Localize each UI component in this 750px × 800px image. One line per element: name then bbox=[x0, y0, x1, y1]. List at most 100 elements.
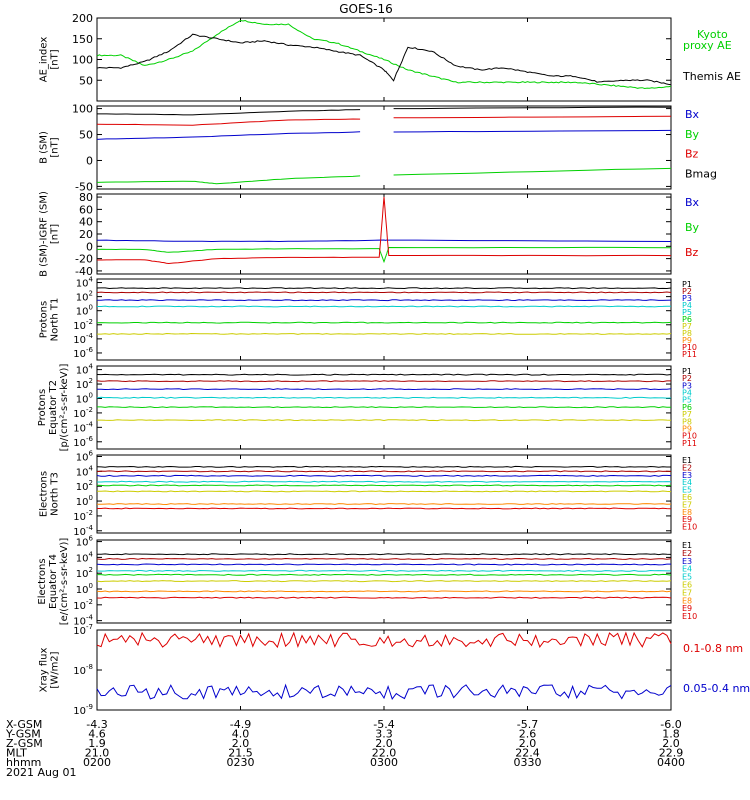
legend-label: E2 bbox=[682, 549, 692, 558]
axis-row-value: 21.5 bbox=[228, 747, 253, 760]
legend-label: P11 bbox=[682, 350, 697, 359]
y-tick-label: 102 bbox=[76, 290, 93, 304]
series-line bbox=[97, 573, 672, 576]
y-tick-label: 10-9 bbox=[73, 703, 93, 717]
legend-label: By bbox=[685, 128, 700, 141]
axis-row-label: X-GSM bbox=[6, 718, 42, 731]
series-line bbox=[96, 239, 672, 243]
y-tick-label: 102 bbox=[76, 566, 93, 580]
legend-label: P1 bbox=[682, 367, 692, 376]
series-line bbox=[97, 406, 671, 409]
legend-label: E10 bbox=[682, 523, 697, 532]
y-tick-label: 106 bbox=[76, 535, 94, 549]
legend-label: P8 bbox=[682, 329, 692, 338]
legend-label: E6 bbox=[682, 581, 692, 590]
legend-label: Bx bbox=[685, 196, 700, 209]
y-axis-label: Electrons bbox=[39, 471, 50, 517]
axis-row-value: 0200 bbox=[83, 756, 111, 769]
y-tick-label: 50 bbox=[79, 129, 93, 142]
series-line bbox=[96, 490, 672, 493]
series-line bbox=[97, 553, 672, 556]
y-axis-label: B (SM) bbox=[39, 131, 50, 164]
axis-row-value: -5.7 bbox=[517, 718, 538, 731]
series-line bbox=[97, 507, 672, 510]
axis-row-value: 1.9 bbox=[88, 737, 106, 750]
legend-label: Bz bbox=[685, 246, 699, 259]
legend-label: E8 bbox=[682, 596, 692, 605]
y-tick-label: -40 bbox=[75, 265, 93, 278]
y-tick-label: -50 bbox=[75, 180, 93, 193]
series-line bbox=[96, 19, 672, 90]
series-line bbox=[96, 287, 672, 290]
y-axis-label: Electrons bbox=[37, 558, 48, 604]
legend-label: P10 bbox=[682, 432, 697, 441]
legend-label: E4 bbox=[682, 565, 692, 574]
series-line bbox=[97, 480, 672, 483]
series-line bbox=[97, 305, 672, 308]
legend-label: By bbox=[685, 221, 700, 234]
legend-label: E7 bbox=[682, 500, 692, 509]
y-tick-label: 104 bbox=[76, 550, 94, 564]
axis-row-value: 3.3 bbox=[375, 728, 393, 741]
axis-row-value: 22.9 bbox=[659, 747, 684, 760]
y-tick-label: 150 bbox=[72, 33, 93, 46]
axis-row-value: -4.9 bbox=[230, 718, 251, 731]
legend-label: E2 bbox=[682, 463, 692, 472]
legend-label: E6 bbox=[682, 493, 692, 502]
legend-label: P7 bbox=[682, 322, 692, 331]
axis-row-value: 2.0 bbox=[662, 737, 680, 750]
y-axis-label: Protons bbox=[39, 301, 50, 338]
series-line bbox=[97, 503, 672, 506]
legend-label: E9 bbox=[682, 604, 692, 613]
series-line bbox=[97, 106, 672, 116]
series-line bbox=[97, 196, 672, 265]
legend-label: E1 bbox=[682, 541, 692, 550]
series-line bbox=[97, 332, 672, 335]
legend-label: P4 bbox=[682, 301, 692, 310]
panel-frame bbox=[96, 278, 672, 361]
axis-row-value: 4.6 bbox=[88, 728, 106, 741]
chart-title: GOES-16 bbox=[339, 2, 393, 16]
axis-row-label: hhmm bbox=[6, 756, 41, 769]
date-label: 2021 Aug 01 bbox=[6, 766, 76, 779]
axis-row-label: Y-GSM bbox=[5, 728, 41, 741]
legend-label: Kyoto bbox=[697, 28, 728, 41]
y-axis-label: Equator T4 bbox=[48, 554, 59, 609]
legend-label: 0.1-0.8 nm bbox=[683, 642, 743, 655]
series-line bbox=[96, 569, 671, 572]
legend-label: P3 bbox=[682, 381, 692, 390]
y-tick-label: 102 bbox=[76, 479, 93, 493]
y-tick-label: 100 bbox=[76, 391, 93, 405]
series-line bbox=[96, 33, 672, 86]
legend-label: P5 bbox=[682, 396, 692, 405]
legend-label: E10 bbox=[682, 612, 697, 621]
y-tick-label: 10-2 bbox=[73, 318, 93, 332]
series-line bbox=[96, 683, 672, 700]
axis-row-label: MLT bbox=[6, 747, 27, 760]
legend-label: E3 bbox=[682, 471, 692, 480]
legend-label: P1 bbox=[682, 280, 692, 289]
y-tick-label: 10-8 bbox=[73, 663, 93, 677]
y-tick-label: 102 bbox=[76, 377, 93, 391]
y-tick-label: 10-2 bbox=[73, 406, 93, 420]
legend-label: P4 bbox=[682, 389, 692, 398]
y-tick-label: 106 bbox=[76, 449, 94, 463]
legend-label: Bz bbox=[685, 148, 699, 161]
series-line bbox=[96, 474, 672, 477]
y-tick-label: 104 bbox=[76, 363, 94, 377]
series-line bbox=[96, 380, 671, 383]
y-tick-label: 40 bbox=[79, 216, 93, 229]
series-line bbox=[97, 419, 672, 422]
series-line bbox=[96, 291, 672, 294]
y-tick-label: 100 bbox=[72, 54, 93, 67]
series-line bbox=[96, 465, 671, 468]
y-axis-label: B (SM)-IGRF (SM) bbox=[39, 191, 50, 277]
series-line bbox=[96, 580, 672, 583]
series-line bbox=[96, 590, 672, 593]
series-line bbox=[96, 557, 672, 560]
axis-row-value: 0330 bbox=[514, 756, 542, 769]
y-tick-label: 10-7 bbox=[73, 623, 93, 637]
